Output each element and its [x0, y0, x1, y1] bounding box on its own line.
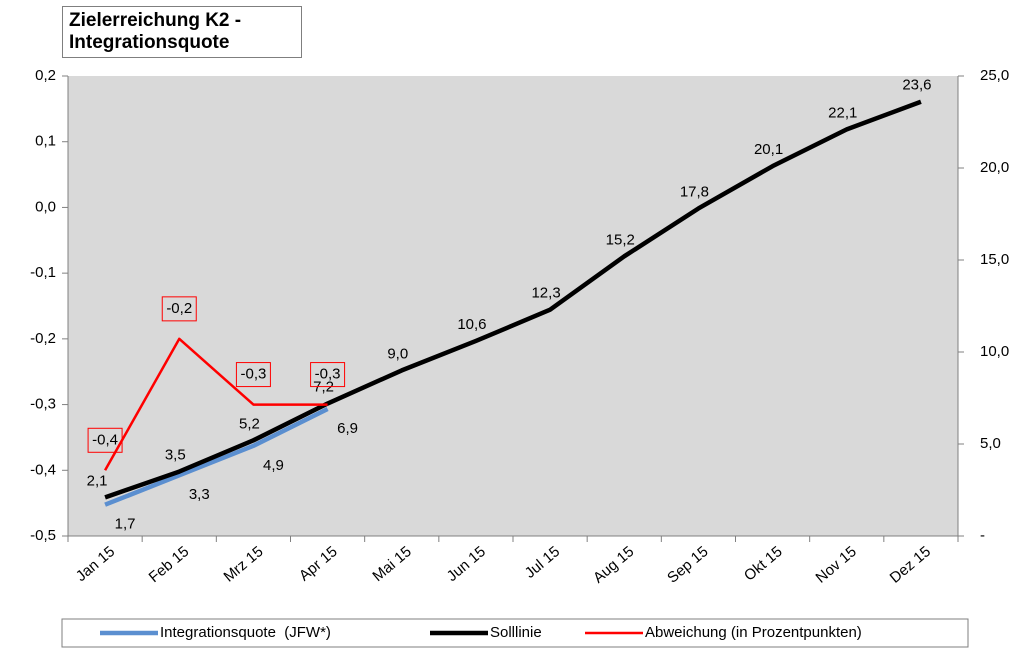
- y-tick-label: -0,3: [30, 396, 56, 413]
- y-tick-label: 0,1: [35, 133, 56, 150]
- legend-label: Integrationsquote (JFW*): [160, 624, 331, 641]
- y2-tick-label: 5,0: [980, 435, 1001, 452]
- y-tick-label: -0,1: [30, 264, 56, 281]
- data-label: 15,2: [606, 231, 635, 248]
- y-tick-label: -0,4: [30, 461, 56, 478]
- data-label: -0,3: [315, 366, 341, 383]
- y-tick-label: 0,0: [35, 198, 56, 215]
- legend-label: Solllinie: [490, 624, 542, 641]
- y-tick-label: -0,5: [30, 527, 56, 544]
- data-label: 9,0: [387, 345, 408, 362]
- y-tick-label: 0,2: [35, 67, 56, 84]
- x-tick-label: Mrz 15: [220, 543, 266, 585]
- data-label: 22,1: [828, 104, 857, 121]
- x-tick-label: Sep 15: [664, 543, 711, 587]
- data-label: -0,2: [166, 300, 192, 317]
- x-tick-label: Jun 15: [444, 543, 489, 585]
- data-label-box: [310, 362, 346, 388]
- data-label: 1,7: [115, 516, 136, 533]
- data-label: 20,1: [754, 141, 783, 158]
- data-label: 3,3: [189, 486, 210, 503]
- x-tick-label: Dez 15: [887, 543, 934, 587]
- x-tick-label: Apr 15: [296, 543, 341, 584]
- data-label: 17,8: [680, 183, 709, 200]
- y2-tick-label: 20,0: [980, 159, 1009, 176]
- y2-tick-label: 15,0: [980, 251, 1009, 268]
- data-label: 6,9: [337, 420, 358, 437]
- y2-tick-label: 25,0: [980, 67, 1009, 84]
- data-label: 5,2: [239, 415, 260, 432]
- y2-tick-label: -: [980, 527, 985, 544]
- data-label: -0,4: [92, 431, 118, 448]
- x-tick-label: Feb 15: [146, 543, 193, 586]
- data-label: 2,1: [87, 472, 108, 489]
- data-label: 3,5: [165, 447, 186, 464]
- x-tick-label: Mai 15: [369, 543, 414, 585]
- y-tick-label: -0,2: [30, 330, 56, 347]
- data-label: 4,9: [263, 457, 284, 474]
- series-line: [104, 407, 329, 507]
- legend-label: Abweichung (in Prozentpunkten): [645, 624, 862, 641]
- data-label: 23,6: [902, 77, 931, 94]
- chart-title: Zielerreichung K2 - Integrationsquote: [62, 6, 302, 58]
- x-tick-label: Aug 15: [590, 543, 637, 587]
- x-tick-label: Nov 15: [813, 543, 860, 587]
- data-label: -0,3: [240, 366, 266, 383]
- data-label: 12,3: [531, 285, 560, 302]
- x-tick-label: Jul 15: [522, 543, 564, 582]
- y2-tick-label: 10,0: [980, 343, 1009, 360]
- data-label-box: [235, 362, 271, 388]
- series-line: [104, 99, 922, 500]
- data-label-box: [87, 427, 123, 453]
- data-label: 10,6: [457, 316, 486, 333]
- data-label-box: [161, 296, 197, 322]
- x-tick-label: Jan 15: [73, 543, 118, 585]
- legend-box: [61, 618, 969, 648]
- series-line: [103, 337, 328, 471]
- x-tick-label: Okt 15: [741, 543, 786, 584]
